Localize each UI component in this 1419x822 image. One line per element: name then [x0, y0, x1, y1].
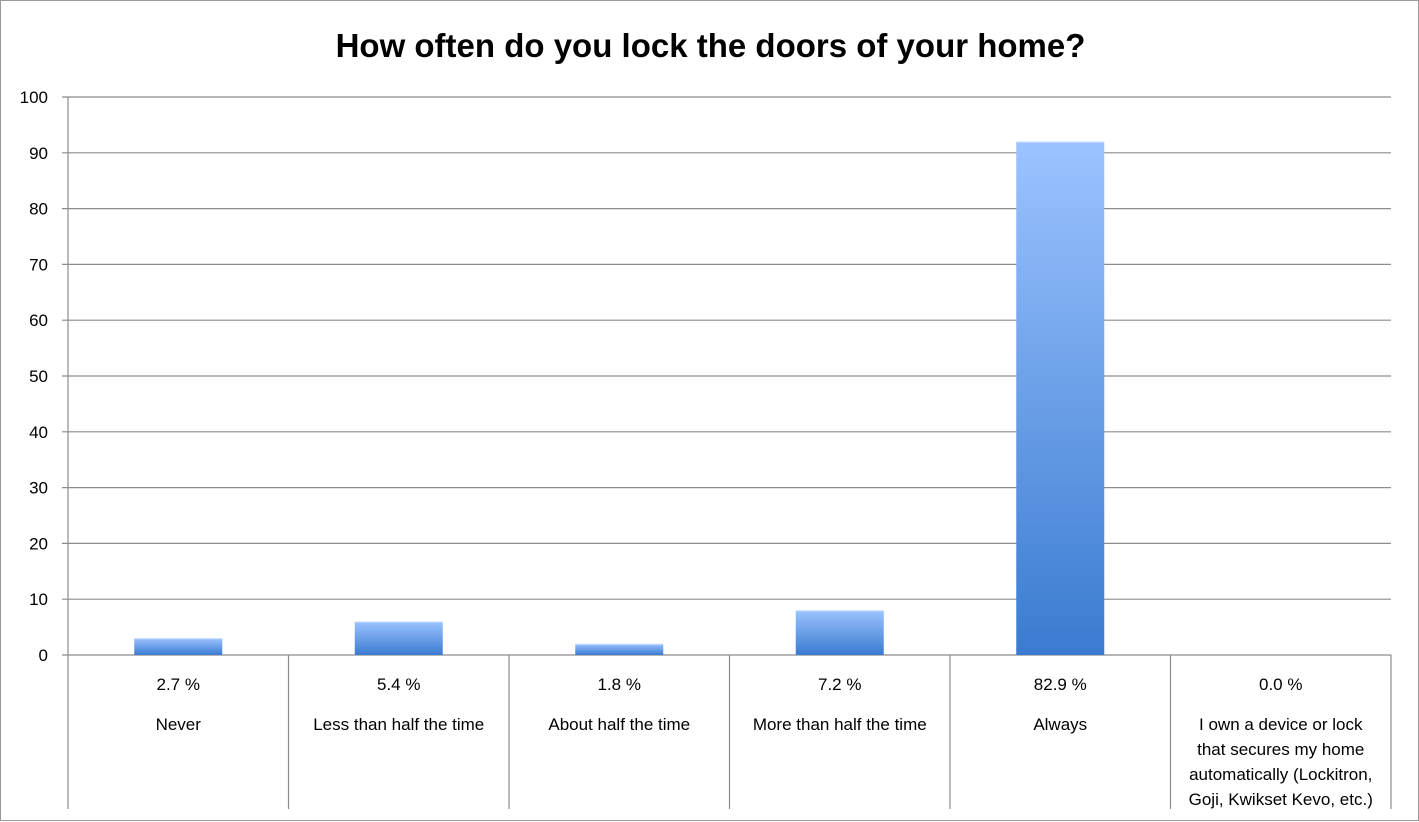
bar [795, 610, 884, 655]
percent-label: 5.4 % [377, 675, 420, 694]
category-label: Never [156, 715, 202, 734]
gridlines [62, 96, 1391, 656]
category-label: automatically (Lockitron, [1189, 765, 1372, 784]
category-label: About half the time [548, 715, 690, 734]
percent-label: 82.9 % [1034, 675, 1087, 694]
chart-title: How often do you lock the doors of your … [335, 27, 1086, 64]
bar [354, 621, 443, 655]
y-tick-label: 90 [29, 144, 48, 163]
category-label: I own a device or lock [1199, 715, 1363, 734]
y-tick-label: 100 [20, 88, 48, 107]
y-tick-label: 20 [29, 534, 48, 553]
percent-label: 7.2 % [818, 675, 861, 694]
bar [1016, 141, 1105, 655]
percent-label: 2.7 % [157, 675, 200, 694]
y-tick-label: 0 [39, 646, 48, 665]
category-label: Goji, Kwikset Kevo, etc.) [1189, 790, 1373, 809]
category-label: Less than half the time [313, 715, 484, 734]
y-tick-label: 80 [29, 200, 48, 219]
percent-label: 1.8 % [598, 675, 641, 694]
y-tick-label: 50 [29, 367, 48, 386]
bar [134, 638, 223, 655]
category-label: that secures my home [1197, 740, 1364, 759]
y-tick-label: 70 [29, 255, 48, 274]
bar [575, 643, 664, 655]
category-label: Always [1033, 715, 1087, 734]
y-tick-label: 30 [29, 479, 48, 498]
percent-label: 0.0 % [1259, 675, 1302, 694]
y-tick-label: 60 [29, 311, 48, 330]
y-tick-label: 10 [29, 590, 48, 609]
category-label: More than half the time [753, 715, 927, 734]
bars [134, 141, 1105, 655]
y-axis-ticks: 0 10 20 30 40 50 60 70 80 90 100 [20, 88, 48, 665]
y-tick-label: 40 [29, 423, 48, 442]
category-table: 2.7 % Never 5.4 % Less than half the time 1.… [67, 655, 1392, 809]
